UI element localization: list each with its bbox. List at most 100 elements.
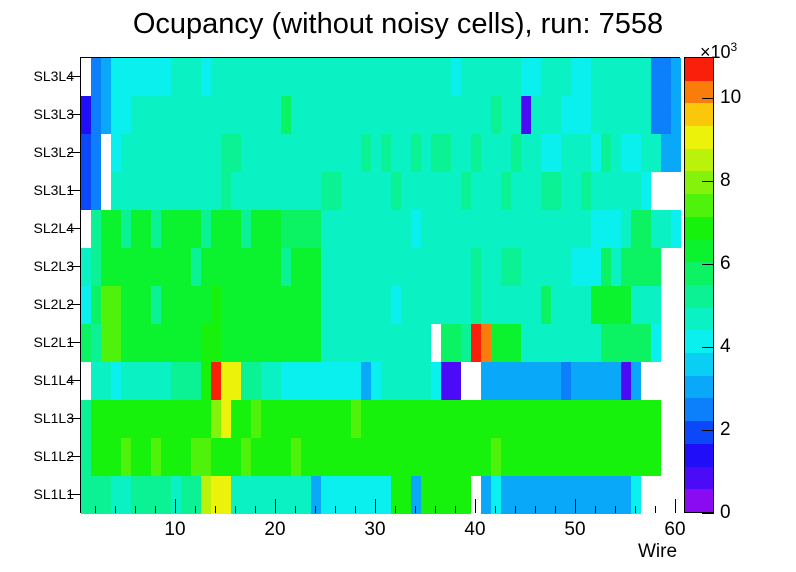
heatmap-cell bbox=[201, 324, 211, 362]
heatmap-cell bbox=[231, 58, 241, 96]
heatmap-cell bbox=[311, 438, 321, 476]
heatmap-cell bbox=[391, 58, 401, 96]
heatmap-cell bbox=[101, 172, 111, 210]
heatmap-cell bbox=[501, 476, 511, 514]
heatmap-cell bbox=[151, 362, 161, 400]
heatmap-cell bbox=[351, 210, 361, 248]
heatmap-cell bbox=[411, 248, 421, 286]
heatmap-cell bbox=[491, 400, 501, 438]
heatmap-cell bbox=[391, 324, 401, 362]
heatmap-cell bbox=[111, 476, 121, 514]
heatmap-cell bbox=[321, 438, 331, 476]
heatmap-cell bbox=[91, 248, 101, 286]
heatmap-cell bbox=[571, 324, 581, 362]
heatmap-cell bbox=[651, 172, 661, 210]
heatmap-cell bbox=[231, 134, 241, 172]
heatmap-cell bbox=[391, 248, 401, 286]
heatmap-cell bbox=[611, 172, 621, 210]
heatmap-cell bbox=[661, 476, 671, 514]
heatmap-cell bbox=[521, 324, 531, 362]
heatmap-cell bbox=[531, 400, 541, 438]
heatmap-cell bbox=[581, 438, 591, 476]
heatmap-cell bbox=[351, 134, 361, 172]
x-axis-major-tick bbox=[475, 499, 476, 513]
heatmap-cell bbox=[431, 172, 441, 210]
heatmap-cell bbox=[381, 134, 391, 172]
heatmap-cell bbox=[401, 400, 411, 438]
colorbar-band bbox=[685, 489, 713, 512]
heatmap-cell bbox=[461, 400, 471, 438]
heatmap-cell bbox=[91, 210, 101, 248]
x-axis-minor-tick bbox=[155, 506, 156, 513]
heatmap-plot-area bbox=[80, 57, 681, 514]
heatmap-cell bbox=[531, 96, 541, 134]
heatmap-cell bbox=[171, 134, 181, 172]
heatmap-cell bbox=[601, 210, 611, 248]
heatmap-cell bbox=[541, 134, 551, 172]
heatmap-cell bbox=[141, 134, 151, 172]
heatmap-cell bbox=[241, 96, 251, 134]
y-axis-tick bbox=[68, 494, 80, 495]
heatmap-cell bbox=[271, 96, 281, 134]
heatmap-cell bbox=[271, 58, 281, 96]
heatmap-cell bbox=[571, 172, 581, 210]
heatmap-cell bbox=[551, 58, 561, 96]
heatmap-cell bbox=[461, 286, 471, 324]
colorbar-band bbox=[685, 57, 713, 81]
heatmap-row-sl3l1 bbox=[81, 172, 681, 210]
heatmap-cell bbox=[561, 58, 571, 96]
heatmap-cell bbox=[421, 134, 431, 172]
heatmap-cell bbox=[141, 210, 151, 248]
colorbar-tick bbox=[702, 98, 714, 100]
heatmap-cell bbox=[231, 324, 241, 362]
heatmap-cell bbox=[521, 134, 531, 172]
heatmap-cell bbox=[381, 362, 391, 400]
heatmap-cell bbox=[351, 248, 361, 286]
heatmap-cell bbox=[481, 172, 491, 210]
heatmap-cell bbox=[121, 248, 131, 286]
heatmap-cell bbox=[671, 134, 681, 172]
heatmap-cell bbox=[211, 400, 221, 438]
heatmap-cell bbox=[641, 362, 651, 400]
heatmap-cell bbox=[371, 286, 381, 324]
y-axis-tick bbox=[68, 342, 80, 343]
heatmap-cell bbox=[391, 134, 401, 172]
heatmap-cell bbox=[341, 248, 351, 286]
heatmap-cell bbox=[321, 248, 331, 286]
heatmap-cell bbox=[611, 248, 621, 286]
heatmap-row-sl3l3 bbox=[81, 96, 681, 134]
heatmap-cell bbox=[431, 96, 441, 134]
heatmap-cell bbox=[191, 58, 201, 96]
x-axis-major-tick bbox=[175, 499, 176, 513]
heatmap-cell bbox=[171, 286, 181, 324]
colorbar-band bbox=[685, 171, 713, 195]
heatmap-cell bbox=[671, 210, 681, 248]
heatmap-cell bbox=[571, 58, 581, 96]
heatmap-cell bbox=[661, 134, 671, 172]
heatmap-cell bbox=[201, 248, 211, 286]
heatmap-cell bbox=[591, 248, 601, 286]
heatmap-cell bbox=[501, 96, 511, 134]
heatmap-cell bbox=[101, 134, 111, 172]
heatmap-cell bbox=[601, 362, 611, 400]
heatmap-cell bbox=[371, 248, 381, 286]
heatmap-cell bbox=[671, 248, 681, 286]
heatmap-cell bbox=[421, 476, 431, 514]
y-axis-label-sl3l2: SL3L2 bbox=[33, 144, 74, 160]
heatmap-cell bbox=[241, 362, 251, 400]
heatmap-cell bbox=[271, 438, 281, 476]
heatmap-cell bbox=[621, 324, 631, 362]
heatmap-cell bbox=[151, 324, 161, 362]
heatmap-cell bbox=[231, 400, 241, 438]
heatmap-cell bbox=[591, 210, 601, 248]
heatmap-cell bbox=[211, 134, 221, 172]
heatmap-cell bbox=[281, 96, 291, 134]
heatmap-cell bbox=[321, 210, 331, 248]
y-axis-tick bbox=[68, 76, 80, 77]
heatmap-cell bbox=[331, 172, 341, 210]
heatmap-cell bbox=[381, 438, 391, 476]
heatmap-cell bbox=[261, 172, 271, 210]
heatmap-cell bbox=[91, 134, 101, 172]
heatmap-cell bbox=[411, 286, 421, 324]
heatmap-cell bbox=[91, 400, 101, 438]
